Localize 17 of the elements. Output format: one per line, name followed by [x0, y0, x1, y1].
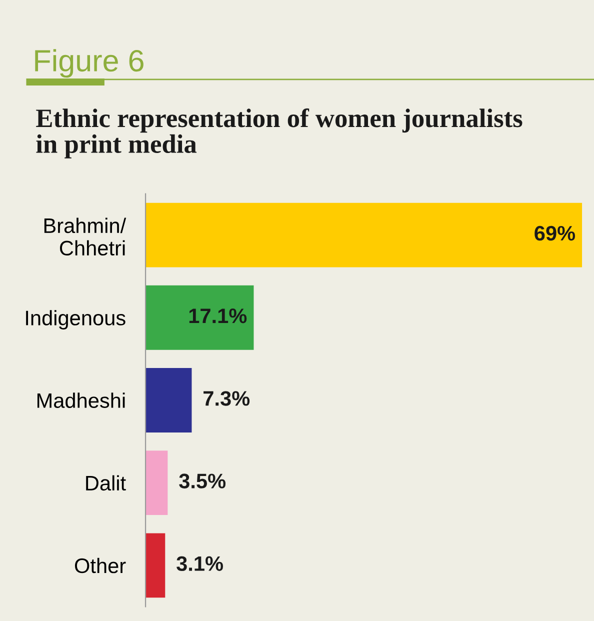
data-label: 69% [534, 226, 576, 241]
y-tick-label: Dalit [86, 475, 126, 491]
data-label: 17.1% [189, 308, 247, 324]
y-tick-label: Indigenous [26, 310, 126, 330]
bar [146, 450, 168, 516]
data-label: 3.1% [176, 556, 223, 572]
bar [146, 533, 166, 598]
y-tick-label: Madheshi [37, 392, 125, 408]
caption: Figure 6 [35, 49, 144, 78]
data-label: 7.3% [204, 391, 250, 406]
y-tick-label: Other [74, 558, 126, 574]
bar [146, 285, 254, 350]
chart-title: Ethnic representation of women journalists in print media [36, 108, 522, 158]
data-label: 3.5% [179, 474, 226, 488]
bar [146, 368, 192, 432]
y-tick-label: Brahmin/ Chhetri [44, 218, 126, 256]
bar [146, 202, 582, 268]
